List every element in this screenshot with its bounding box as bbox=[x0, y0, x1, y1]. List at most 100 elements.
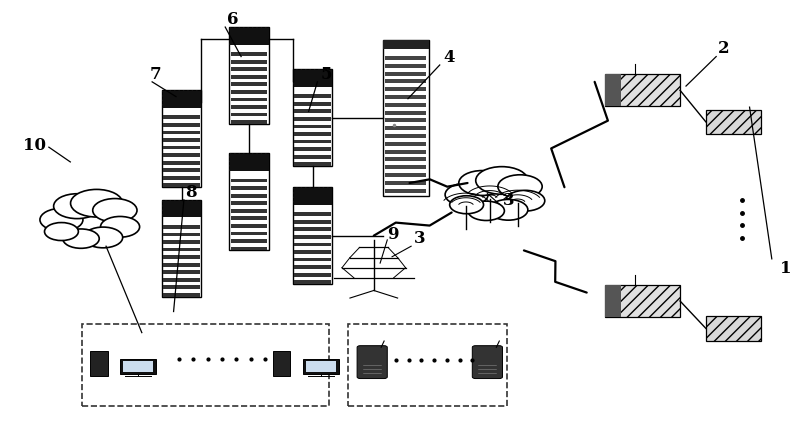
Bar bbox=[230, 217, 267, 221]
Bar bbox=[162, 200, 202, 218]
Bar bbox=[230, 83, 267, 87]
Bar bbox=[294, 133, 331, 137]
Bar bbox=[294, 266, 331, 269]
Bar bbox=[163, 124, 200, 127]
Bar bbox=[294, 103, 331, 106]
Bar bbox=[163, 286, 200, 290]
Bar bbox=[348, 325, 507, 406]
Bar bbox=[163, 116, 200, 120]
Bar bbox=[163, 176, 200, 180]
Bar bbox=[293, 188, 333, 285]
Bar bbox=[294, 228, 331, 232]
Bar bbox=[229, 28, 269, 46]
Bar bbox=[293, 188, 333, 205]
Bar bbox=[294, 163, 331, 167]
Circle shape bbox=[93, 199, 137, 222]
Bar bbox=[162, 200, 202, 297]
Bar bbox=[605, 285, 621, 317]
Bar bbox=[273, 351, 290, 376]
Circle shape bbox=[83, 227, 122, 248]
Bar bbox=[385, 158, 426, 162]
Bar bbox=[294, 213, 331, 216]
Bar bbox=[294, 148, 331, 152]
Bar bbox=[230, 91, 267, 95]
Bar bbox=[385, 57, 426, 61]
Circle shape bbox=[54, 194, 101, 219]
Bar bbox=[163, 271, 200, 274]
Bar bbox=[294, 273, 331, 277]
Bar bbox=[294, 220, 331, 224]
Bar bbox=[385, 166, 426, 170]
Bar bbox=[294, 95, 331, 99]
Bar bbox=[229, 154, 269, 251]
Bar bbox=[230, 202, 267, 206]
Circle shape bbox=[489, 200, 528, 221]
Circle shape bbox=[458, 171, 506, 196]
Bar bbox=[230, 247, 267, 251]
Text: 1: 1 bbox=[780, 259, 791, 276]
Bar bbox=[385, 72, 426, 76]
Bar bbox=[163, 131, 200, 135]
Bar bbox=[382, 40, 429, 50]
Circle shape bbox=[70, 190, 122, 218]
Bar bbox=[385, 104, 426, 107]
Bar bbox=[230, 232, 267, 236]
Bar bbox=[293, 70, 333, 167]
Bar bbox=[605, 75, 680, 107]
Bar bbox=[230, 225, 267, 228]
Bar bbox=[382, 40, 429, 196]
Bar bbox=[294, 118, 331, 121]
Text: 7: 7 bbox=[150, 66, 162, 83]
Bar bbox=[706, 317, 762, 341]
Bar bbox=[294, 155, 331, 159]
Bar bbox=[163, 225, 200, 229]
Bar bbox=[90, 351, 108, 376]
Text: 2: 2 bbox=[718, 40, 730, 57]
Bar bbox=[162, 91, 202, 188]
Bar bbox=[294, 250, 331, 254]
Bar bbox=[230, 68, 267, 72]
Bar bbox=[293, 70, 333, 87]
Bar bbox=[385, 88, 426, 92]
Text: 9: 9 bbox=[387, 225, 398, 242]
Text: 3: 3 bbox=[503, 192, 515, 209]
Text: 4: 4 bbox=[444, 49, 455, 66]
Bar bbox=[706, 110, 762, 135]
Bar bbox=[230, 239, 267, 243]
Bar bbox=[385, 65, 426, 69]
Bar bbox=[294, 236, 331, 239]
Circle shape bbox=[62, 230, 99, 249]
Bar bbox=[385, 135, 426, 138]
Bar bbox=[294, 243, 331, 247]
Bar bbox=[162, 200, 202, 297]
Bar bbox=[294, 258, 331, 262]
Bar bbox=[162, 91, 202, 188]
Bar bbox=[229, 28, 269, 125]
Bar bbox=[120, 359, 156, 374]
Circle shape bbox=[101, 217, 140, 238]
Bar bbox=[230, 179, 267, 183]
Bar bbox=[385, 143, 426, 147]
Bar bbox=[163, 294, 200, 297]
Bar bbox=[230, 209, 267, 213]
Bar bbox=[230, 194, 267, 198]
Bar bbox=[294, 281, 331, 285]
Bar bbox=[293, 188, 333, 285]
Bar bbox=[230, 98, 267, 102]
Circle shape bbox=[450, 196, 483, 214]
Bar bbox=[163, 184, 200, 188]
Bar bbox=[163, 256, 200, 259]
Bar bbox=[230, 121, 267, 125]
Bar bbox=[163, 139, 200, 143]
Bar bbox=[306, 361, 336, 372]
Bar bbox=[230, 106, 267, 109]
Text: 5: 5 bbox=[321, 66, 332, 83]
Text: 8: 8 bbox=[186, 183, 197, 200]
Circle shape bbox=[476, 167, 528, 195]
Text: 6: 6 bbox=[227, 11, 238, 28]
Bar bbox=[385, 189, 426, 193]
Bar bbox=[294, 125, 331, 129]
Bar bbox=[385, 119, 426, 123]
Bar bbox=[163, 248, 200, 252]
Bar bbox=[163, 161, 200, 165]
